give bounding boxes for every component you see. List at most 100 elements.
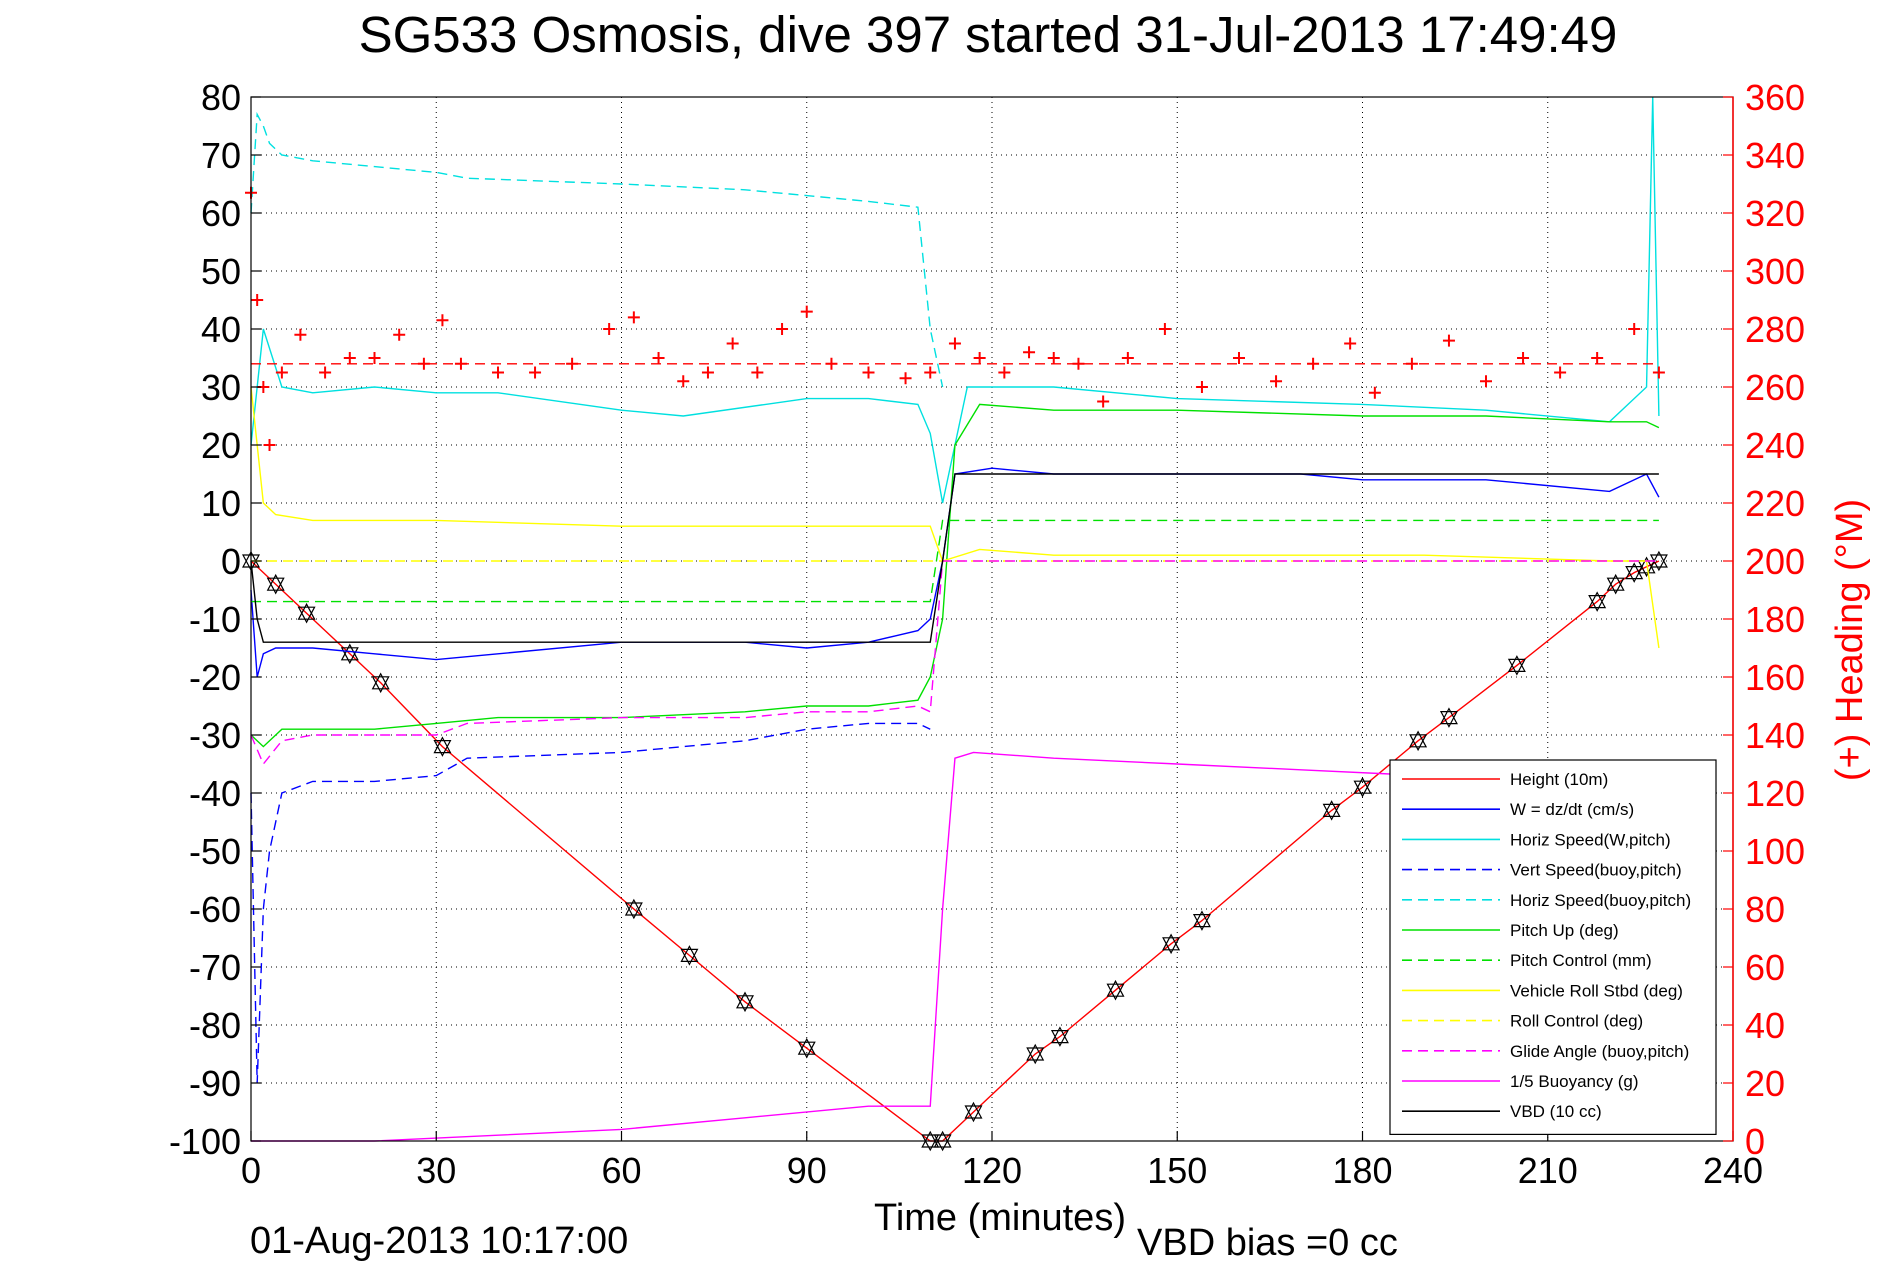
y-tick-label: 80 [201, 77, 241, 118]
heading-point [1233, 352, 1245, 364]
height-marker [1649, 550, 1668, 572]
y2-tick-label: 40 [1745, 1005, 1785, 1046]
height-marker [921, 1130, 940, 1152]
y-tick-label: -40 [189, 773, 241, 814]
x-tick-label: 0 [241, 1150, 261, 1191]
y-tick-label: -10 [189, 599, 241, 640]
x-tick-label: 120 [962, 1150, 1022, 1191]
heading-point [368, 352, 381, 364]
heading-point [263, 439, 276, 451]
height-marker [1439, 707, 1458, 728]
legend-entry: Vehicle Roll Stbd (deg) [1510, 981, 1683, 1000]
height-marker [433, 736, 452, 757]
y2-tick-label: 240 [1745, 425, 1805, 466]
legend-entry: 1/5 Buoyancy (g) [1510, 1072, 1639, 1091]
x-tick-label: 210 [1518, 1150, 1578, 1191]
y-tick-label: 30 [201, 367, 241, 408]
y2-tick-label: 80 [1745, 889, 1785, 930]
heading-point [1121, 352, 1134, 364]
y-tick-label: 60 [201, 193, 241, 234]
y2-tick-label: 60 [1745, 947, 1785, 988]
y2-tick-label: 140 [1745, 715, 1805, 756]
chart-title: SG533 Osmosis, dive 397 started 31-Jul-2… [359, 6, 1618, 63]
heading-point [1344, 337, 1357, 350]
heading-point [529, 366, 542, 379]
y2-tick-label: 120 [1745, 773, 1805, 814]
heading-point [251, 294, 264, 306]
height-marker [1625, 562, 1644, 583]
height-marker [266, 573, 285, 595]
y-tick-label: 20 [201, 425, 241, 466]
series-horiz-speed-buoy-pitch [250, 111, 944, 388]
x-tick-label: 240 [1703, 1150, 1763, 1191]
legend-entry: Vert Speed(buoy,pitch) [1510, 861, 1682, 880]
height-marker [1106, 979, 1125, 1001]
heading-point [1442, 334, 1455, 347]
height-marker [297, 602, 316, 624]
series-height-10m-markers [242, 550, 1668, 1152]
y-tick-label: -80 [189, 1005, 241, 1046]
height-marker [1353, 776, 1372, 798]
x-axis-label: Time (minutes) [874, 1197, 1126, 1239]
y2-tick-label: 320 [1745, 193, 1805, 234]
heading-point [1158, 323, 1171, 335]
heading-point [1097, 395, 1110, 408]
heading-point [998, 366, 1011, 379]
series-pitch-up-deg [250, 403, 1660, 748]
heading-point [1517, 352, 1530, 364]
height-marker [1192, 910, 1211, 931]
heading-point [603, 323, 616, 335]
heading-point [343, 352, 356, 364]
height-marker [933, 1130, 952, 1152]
heading-point [436, 314, 449, 327]
heading-point [393, 328, 406, 341]
legend-box [1389, 759, 1717, 1135]
heading-point [1480, 375, 1492, 388]
series-vert-speed-buoy-pitch [250, 722, 931, 1084]
heading-point [862, 366, 875, 379]
height-marker [371, 672, 390, 694]
heading-point [800, 305, 813, 318]
x-tick-label: 60 [601, 1150, 641, 1191]
legend-entry: Pitch Control (mm) [1510, 951, 1652, 970]
heading-point [492, 366, 504, 379]
y-tick-label: -30 [189, 715, 241, 756]
series-group [242, 96, 1668, 1152]
height-marker [1606, 573, 1625, 595]
height-marker [1322, 800, 1341, 821]
footer-date: 01-Aug-2013 10:17:00 [250, 1220, 628, 1262]
legend-entry: Height (10m) [1510, 770, 1608, 789]
y2-tick-label: 160 [1745, 657, 1805, 698]
heading-point [677, 375, 690, 388]
y2-tick-label: 0 [1745, 1121, 1765, 1162]
y-tick-label: -20 [189, 657, 241, 698]
height-marker [1507, 655, 1526, 676]
series-1-5-buoyancy-g [251, 751, 1659, 1142]
legend-entry: Pitch Up (deg) [1510, 921, 1619, 940]
legend-entry: VBD (10 cc) [1510, 1102, 1602, 1121]
series-heading [245, 186, 1665, 451]
x-tick-label: 30 [416, 1150, 456, 1191]
y2-tick-label: 180 [1745, 599, 1805, 640]
heading-point [1270, 375, 1283, 388]
height-marker [736, 991, 754, 1013]
heading-point [275, 366, 288, 379]
y2-tick-label: 20 [1745, 1063, 1785, 1104]
heading-point [948, 337, 961, 350]
heading-point [924, 366, 937, 379]
axis-ticks: 0 30 60 90 120 150 180 210 24080706050403020100-… [169, 77, 1805, 1191]
heading-point [1368, 386, 1381, 399]
y2-tick-label: 300 [1745, 251, 1805, 292]
height-marker [964, 1101, 983, 1123]
series-height-10m [250, 560, 1660, 1142]
height-marker [1409, 730, 1428, 752]
height-marker [680, 945, 699, 966]
height-marker [624, 898, 643, 920]
heading-point [1554, 366, 1567, 379]
y2-tick-label: 260 [1745, 367, 1805, 408]
heading-point [627, 311, 640, 324]
heading-point [1591, 352, 1604, 364]
y2-tick-label: 220 [1745, 483, 1805, 524]
legend-entry: Glide Angle (buoy,pitch) [1510, 1042, 1689, 1061]
